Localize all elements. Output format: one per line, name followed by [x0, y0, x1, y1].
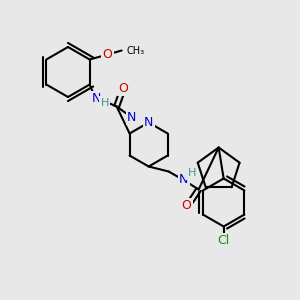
Text: O: O: [182, 199, 192, 212]
Text: N: N: [144, 116, 153, 129]
Text: N: N: [127, 111, 136, 124]
Text: N: N: [92, 92, 101, 105]
Text: H: H: [100, 98, 109, 107]
Text: CH₃: CH₃: [127, 46, 145, 56]
Text: O: O: [119, 82, 129, 95]
Text: N: N: [179, 173, 188, 186]
Text: H: H: [188, 169, 196, 178]
Text: O: O: [103, 48, 112, 61]
Text: Cl: Cl: [218, 234, 230, 247]
